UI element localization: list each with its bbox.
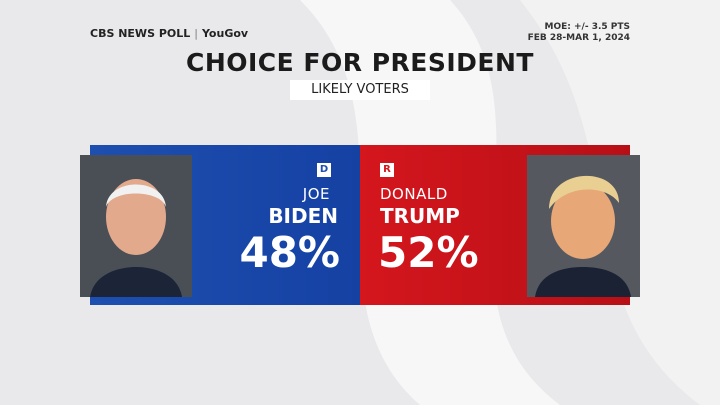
brand-text: CBS NEWS POLL xyxy=(90,27,191,40)
first-name: JOE xyxy=(302,185,330,203)
title: CHOICE FOR PRESIDENT xyxy=(185,48,534,77)
poll-meta: MOE: +/- 3.5 PTS FEB 28-MAR 1, 2024 xyxy=(528,22,630,44)
biden-photo xyxy=(80,155,192,297)
trump-photo xyxy=(527,155,640,297)
subtitle: LIKELY VOTERS xyxy=(290,80,430,100)
party-badge: R xyxy=(380,163,394,177)
last-name: TRUMP xyxy=(380,204,460,228)
partner-text: YouGov xyxy=(201,27,249,40)
brand: CBS NEWS POLL | YouGov xyxy=(90,27,249,40)
vote-share: 52% xyxy=(378,228,479,277)
first-name: DONALD xyxy=(380,185,448,203)
dates: FEB 28-MAR 1, 2024 xyxy=(527,33,630,43)
moe: MOE: +/- 3.5 PTS xyxy=(544,22,630,32)
vote-share: 48% xyxy=(239,228,340,277)
party-badge: D xyxy=(317,163,331,177)
last-name: BIDEN xyxy=(268,204,338,228)
